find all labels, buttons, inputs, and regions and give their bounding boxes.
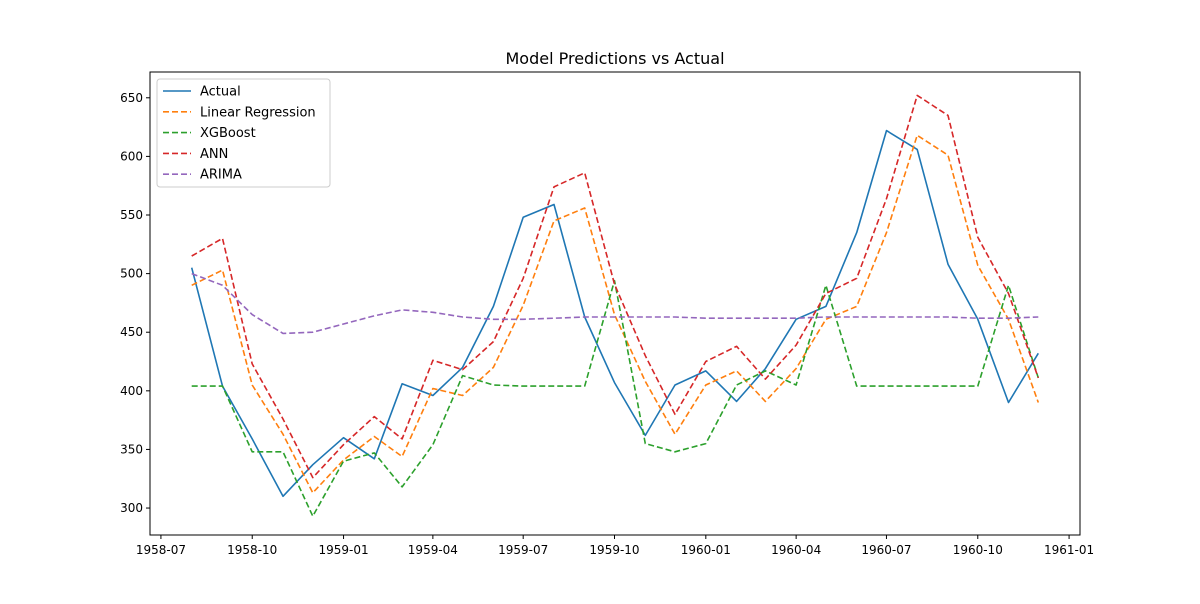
series-line-ann (191, 94, 1040, 479)
legend-label: Linear Regression (200, 105, 316, 120)
y-tick-label: 650 (120, 91, 143, 105)
y-tick-label: 550 (120, 208, 143, 222)
y-tick-label: 400 (120, 384, 143, 398)
legend: Actual Linear Regression XGBoost ANN ARIMA (156, 78, 331, 188)
chart-title: Model Predictions vs Actual (505, 49, 724, 68)
legend-label: XGBoost (200, 126, 256, 141)
series-line-linear-regression (191, 134, 1040, 494)
legend-label: Actual (200, 85, 241, 100)
y-axis: 300 350 400 450 500 550 600 650 (120, 91, 150, 515)
y-tick-label: 600 (120, 149, 143, 163)
x-axis: 1958-07 1958-10 1959-01 1959-04 1959-07 1959-… (136, 535, 1094, 557)
series-line-arima (191, 272, 1039, 335)
x-tick-label: 1959-10 (589, 543, 639, 557)
x-tick-label: 1959-01 (318, 543, 368, 557)
x-tick-label: 1958-07 (136, 543, 186, 557)
series-line-actual (190, 129, 1039, 498)
x-tick-label: 1959-07 (498, 543, 548, 557)
series-layer (190, 94, 1040, 518)
legend-label: ANN (200, 147, 228, 162)
x-tick-label: 1961-01 (1044, 543, 1094, 557)
legend-box (156, 78, 331, 188)
x-tick-label: 1960-01 (681, 543, 731, 557)
x-tick-label: 1960-04 (771, 543, 821, 557)
x-tick-label: 1960-10 (953, 543, 1003, 557)
y-tick-label: 350 (120, 442, 143, 456)
x-tick-label: 1959-04 (408, 543, 458, 557)
y-tick-label: 500 (120, 267, 143, 281)
series-line-xgboost (191, 279, 1040, 518)
legend-label: ARIMA (200, 168, 242, 183)
y-tick-label: 450 (120, 325, 143, 339)
x-tick-label: 1960-07 (861, 543, 911, 557)
x-tick-label: 1958-10 (227, 543, 277, 557)
y-tick-label: 300 (120, 501, 143, 515)
